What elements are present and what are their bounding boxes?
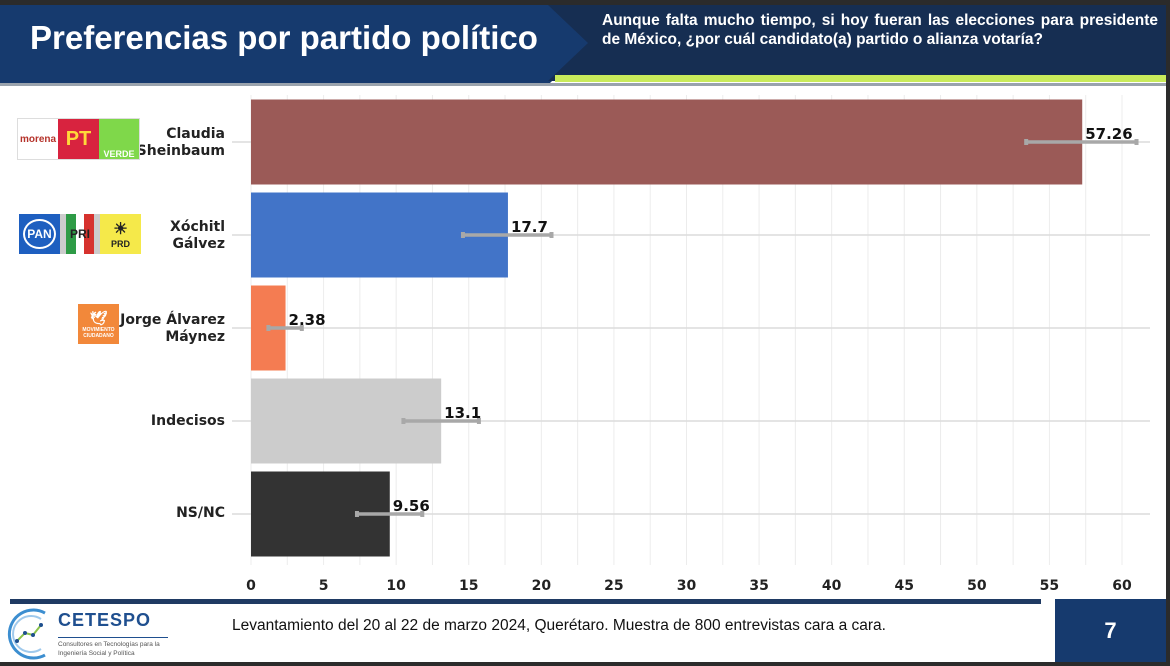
eagle-icon: 🕊 [89, 310, 108, 326]
category-name: Indecisos [150, 413, 225, 429]
x-tick-label: 0 [246, 578, 256, 594]
x-tick-label: 5 [319, 578, 329, 594]
cetespo-subtitle: Consultores en Tecnologías para la Ingen… [58, 637, 168, 658]
pan-text: PAN [23, 219, 56, 249]
pt-logo: PT [58, 119, 99, 159]
error-cap-low [460, 232, 465, 238]
prd-logo: ☀ PRD [100, 214, 141, 254]
page-number: 7 [1055, 599, 1166, 662]
x-tick-label: 35 [749, 578, 768, 594]
data-label-4: 13.1 [444, 404, 481, 422]
x-tick-label: 60 [1112, 578, 1132, 594]
label-nsnc: NS/NC [85, 505, 225, 522]
cetespo-name: CETESPO [58, 610, 152, 630]
pan-logo: PAN [19, 214, 60, 254]
candidate-name: Jorge Álvarez [120, 312, 225, 328]
candidate-surname: Máynez [165, 329, 225, 345]
error-cap-low [1024, 139, 1029, 145]
candidate-name: Xóchitl [170, 219, 225, 235]
survey-methodology-note: Levantamiento del 20 al 22 de marzo 2024… [232, 617, 886, 634]
x-tick-label: 45 [895, 578, 914, 594]
x-tick-label: 15 [459, 578, 478, 594]
candidate-label-maynez: Jorge Álvarez Máynez [85, 312, 225, 346]
page-title: Preferencias por partido político [30, 19, 538, 56]
data-label-1: 57.26 [1085, 125, 1132, 143]
survey-question: Aunque falta mucho tiempo, si hoy fueran… [602, 12, 1158, 48]
header-title-panel [0, 5, 590, 83]
cetespo-logo: CETESPO Consultores en Tecnologías para … [5, 605, 205, 661]
error-cap-high [299, 325, 304, 331]
mc-text: MOVIMIENTO CIUDADANO [82, 327, 115, 339]
candidate-surname: Sheinbaum [136, 143, 225, 159]
error-cap-low [266, 325, 271, 331]
data-label-5: 9.56 [393, 497, 430, 515]
prd-text: PRD [110, 239, 130, 249]
sun-icon: ☀ [113, 221, 128, 238]
candidate-surname: Gálvez [172, 236, 225, 252]
error-cap-high [549, 232, 554, 238]
category-name: NS/NC [176, 505, 225, 521]
candidate-label-sheinbaum: Claudia Sheinbaum [85, 126, 225, 160]
pri-logo: PRI [60, 214, 100, 254]
label-indecisos: Indecisos [85, 413, 225, 430]
data-label-3: 2.38 [289, 311, 326, 329]
error-cap-low [401, 418, 406, 424]
error-cap-high [476, 418, 481, 424]
error-cap-low [354, 511, 359, 517]
mc-logo: 🕊 MOVIMIENTO CIUDADANO [78, 304, 119, 344]
bar-1 [251, 99, 1083, 185]
candidate-name: Claudia [166, 126, 225, 142]
data-label-2: 17.7 [511, 218, 548, 236]
logo-coalition-fuerza: PAN PRI ☀ PRD [19, 214, 141, 254]
morena-logo: morena [18, 119, 58, 159]
slide: Preferencias por partido político Aunque… [0, 5, 1166, 662]
x-tick-label: 40 [822, 578, 842, 594]
footer-divider [10, 599, 1041, 604]
logo-movimiento-ciudadano: 🕊 MOVIMIENTO CIUDADANO [78, 304, 119, 344]
header-question-panel [548, 5, 1166, 81]
header-accent-line [555, 75, 1166, 82]
candidate-label-galvez: Xóchitl Gálvez [85, 219, 225, 253]
error-cap-high [420, 511, 425, 517]
x-tick-label: 25 [604, 578, 623, 594]
header-divider [0, 83, 1166, 86]
x-tick-label: 55 [1040, 578, 1059, 594]
x-tick-label: 50 [967, 578, 987, 594]
cetespo-emblem-icon [7, 608, 46, 660]
verde-logo: VERDE [99, 119, 139, 159]
bar-chart: 57.26 17.7 2.38 13.1 9.56 0 5 10 15 20 25 30 35 40 45 5… [232, 95, 1150, 594]
x-tick-label: 30 [677, 578, 697, 594]
logo-coalition-sigamos: morena PT VERDE [17, 118, 140, 160]
x-tick-label: 20 [532, 578, 552, 594]
error-cap-high [1134, 139, 1139, 145]
x-tick-label: 10 [386, 578, 406, 594]
